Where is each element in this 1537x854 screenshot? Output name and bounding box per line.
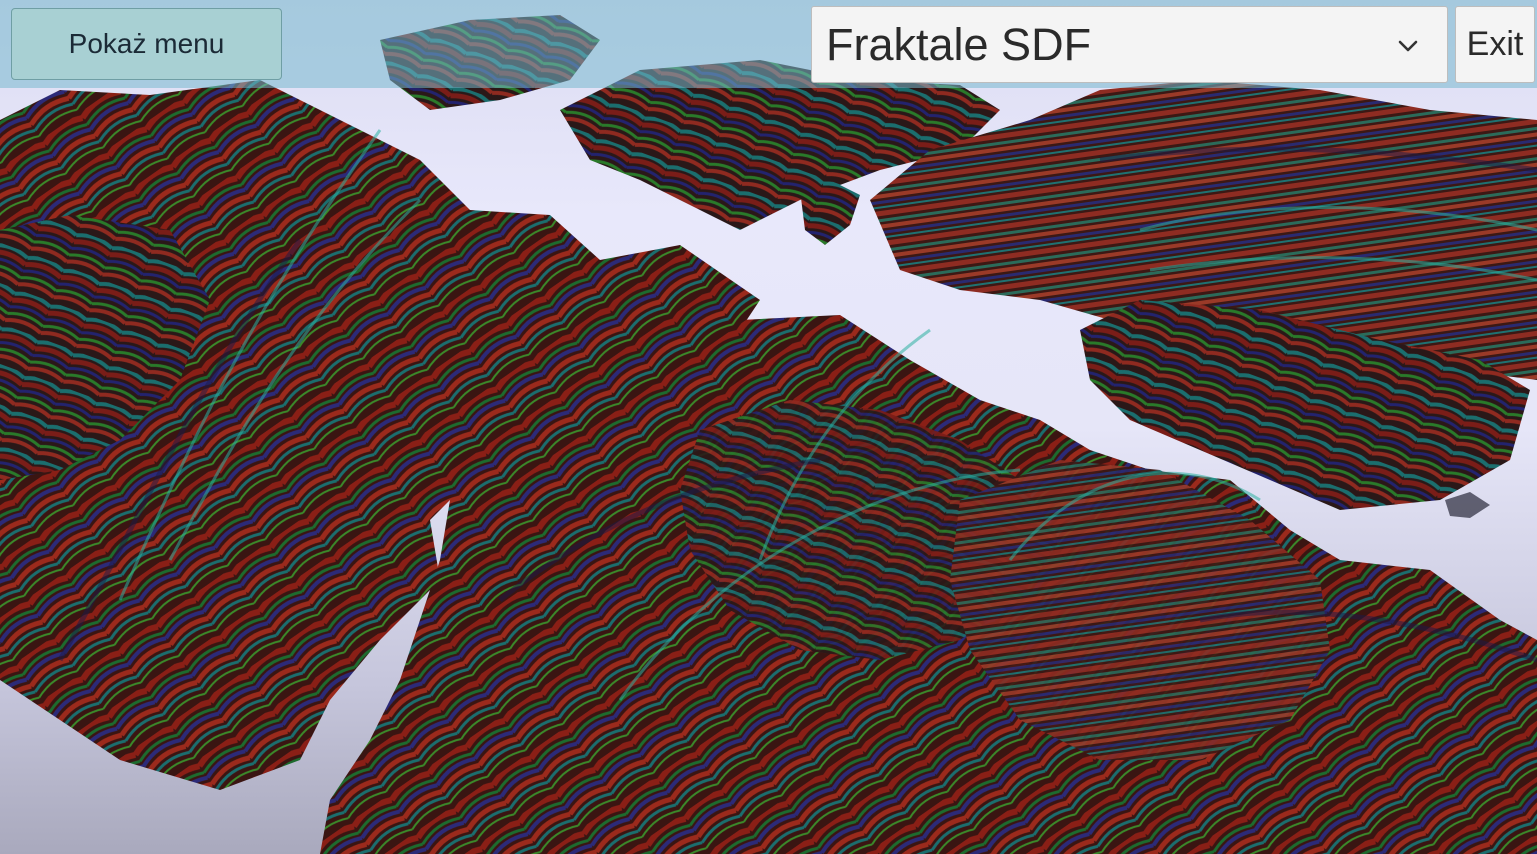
scene-select-dropdown[interactable]: Fraktale SDF: [811, 6, 1448, 83]
fractal-mass: [0, 80, 760, 790]
fractal-mass: [800, 180, 860, 245]
fractal-mass: [560, 60, 1000, 230]
fractal-mass: [0, 215, 210, 480]
exit-button[interactable]: Exit: [1455, 6, 1535, 83]
fractal-mass: [1445, 492, 1490, 518]
swirl-shadows: [57, 146, 1537, 663]
fractal-mass: [870, 80, 1537, 380]
fractal-mass: [1080, 300, 1530, 510]
chevron-down-icon: [1398, 40, 1418, 52]
fractal-mass: [950, 460, 1330, 760]
swirl-highlights: [118, 129, 1537, 701]
show-menu-button[interactable]: Pokaż menu: [11, 8, 282, 80]
scene-select-value: Fraktale SDF: [826, 18, 1092, 70]
